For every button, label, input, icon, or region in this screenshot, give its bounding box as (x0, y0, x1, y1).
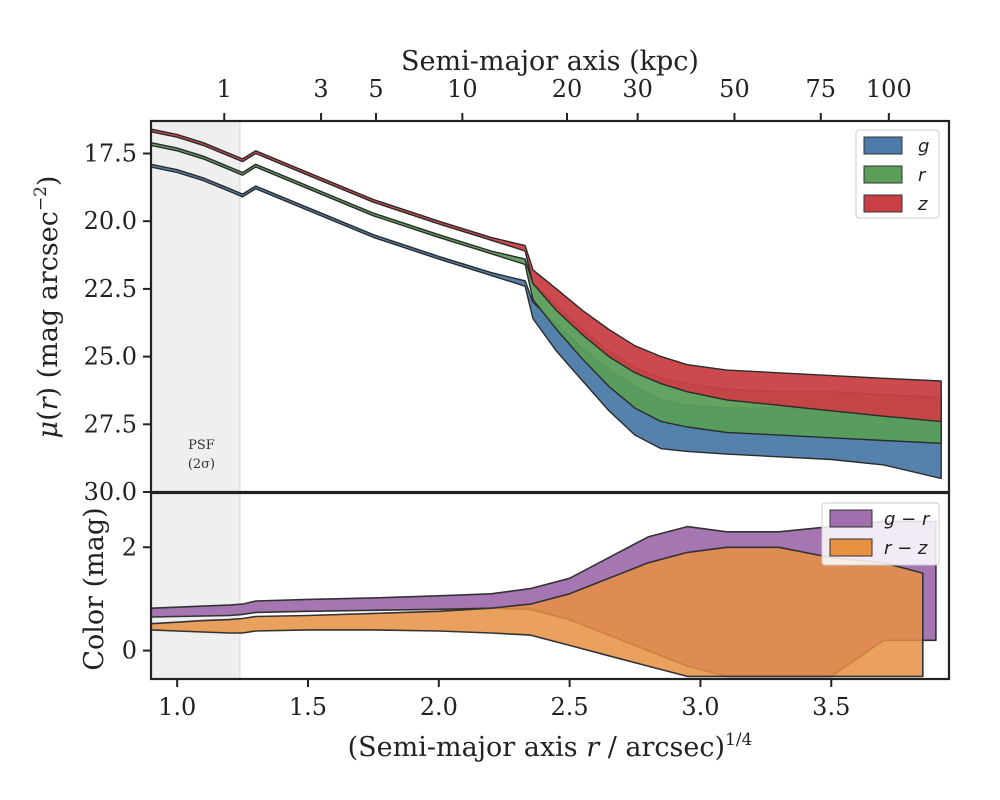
band-z-profile (151, 128, 942, 423)
top-x-tick-label: 5 (368, 75, 383, 103)
top-x-tick-label: 75 (806, 75, 837, 103)
legend-bands: grz (855, 129, 940, 219)
color-y-tick-label: 0 (122, 637, 137, 665)
top-x-tick-label: 3 (313, 75, 328, 103)
color-band-r-z (151, 546, 924, 678)
color-axis-title: Color (mag) (79, 507, 110, 670)
y-tick-label: 22.5 (84, 275, 137, 303)
surface-brightness-series (151, 128, 942, 480)
legend-swatch-z (863, 194, 903, 213)
legend-swatch-color-1 (829, 538, 873, 557)
band-g-profile (151, 163, 942, 480)
x-tick-label: 3.5 (812, 693, 850, 721)
legend-label-g: g (918, 136, 929, 157)
legend-label-r: r (918, 165, 927, 186)
legend-swatch-color-0 (829, 509, 873, 528)
x-tick-label: 2.0 (420, 693, 458, 721)
legend-swatch-g (863, 136, 903, 155)
legend-label-color-0: g − r (884, 509, 931, 530)
y-tick-label: 27.5 (84, 410, 137, 438)
top-x-axis-title: Semi-major axis (kpc) (401, 46, 699, 77)
legend-colors: g − r r − z (821, 502, 940, 566)
axes-ticks: 1.0 1.5 2.0 2.5 3.0 3.51 3 5 10 20 30 50 75 10017.520… (84, 75, 912, 721)
psf-band-color-panel (150, 492, 241, 680)
top-x-tick-label: 20 (552, 75, 583, 103)
top-x-tick-label: 30 (622, 75, 653, 103)
y-tick-label: 25.0 (84, 343, 137, 371)
y-axis-title: μ(r) (mag arcsec−2) (31, 176, 64, 439)
y-tick-label: 17.5 (84, 139, 137, 167)
color-series (151, 520, 937, 678)
color-y-tick-label: 2 (122, 533, 137, 561)
top-x-tick-label: 100 (866, 75, 912, 103)
top-x-tick-label: 50 (719, 75, 750, 103)
y-tick-label: 30.0 (84, 478, 137, 506)
legend-label-z: z (917, 194, 928, 215)
top-x-tick-label: 1 (217, 75, 232, 103)
legend-swatch-r (863, 165, 903, 184)
x-tick-label: 1.0 (158, 693, 196, 721)
legend-label-color-1: r − z (884, 538, 928, 559)
x-tick-label: 2.5 (551, 693, 589, 721)
psf-sigma-label: (2σ) (188, 457, 215, 472)
psf-band (150, 120, 241, 493)
bottom-panel-frame (149, 491, 951, 681)
x-axis-title: (Semi-major axis r / arcsec)1/4 (348, 730, 753, 763)
x-tick-label: 3.0 (681, 693, 719, 721)
psf-label: PSF (188, 438, 215, 453)
top-x-tick-label: 10 (447, 75, 478, 103)
x-tick-label: 1.5 (289, 693, 327, 721)
y-tick-label: 20.0 (84, 207, 137, 235)
